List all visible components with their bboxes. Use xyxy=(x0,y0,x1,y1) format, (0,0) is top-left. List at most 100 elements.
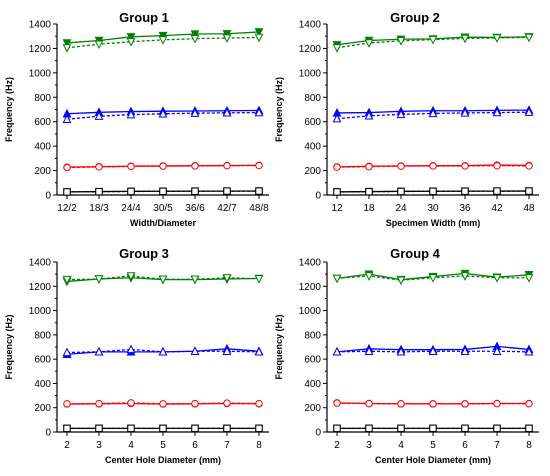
data-point xyxy=(255,399,263,408)
x-tick-label: 3 xyxy=(96,440,102,451)
data-point xyxy=(62,44,72,53)
data-point xyxy=(461,187,469,195)
data-point xyxy=(332,113,342,123)
y-tick-label: 1200 xyxy=(29,282,52,293)
data-point xyxy=(191,424,199,433)
data-point xyxy=(397,400,405,408)
chart-panel-1: Group 1 0 200 400 600 800 1000 1200 1400 12/2 18/3… xyxy=(4,10,269,228)
chart-title: Group 3 xyxy=(119,246,169,261)
data-point xyxy=(158,108,168,118)
data-point xyxy=(492,274,502,283)
data-point xyxy=(94,111,104,120)
chart-panel-2: Group 2 0 200 400 600 800 1000 1200 1400 12 18 24 30… xyxy=(274,10,539,228)
data-point xyxy=(493,187,501,195)
series-8 xyxy=(332,33,534,53)
x-tick-label: 42 xyxy=(491,203,503,214)
data-point xyxy=(461,424,469,433)
y-tick-label: 0 xyxy=(45,191,51,202)
data-point xyxy=(255,187,263,195)
data-point xyxy=(397,424,405,433)
data-point xyxy=(191,399,199,408)
y-tick-label: 200 xyxy=(304,403,321,414)
x-tick-label: 8 xyxy=(526,440,532,451)
y-axis-label: Frequency (Hz) xyxy=(4,77,14,142)
data-point xyxy=(365,188,373,196)
data-point xyxy=(127,399,135,407)
chart-title: Group 2 xyxy=(390,10,440,25)
data-point xyxy=(396,346,406,356)
y-tick-label: 1000 xyxy=(29,68,52,79)
x-tick-label: 30 xyxy=(427,203,439,214)
y-tick-label: 800 xyxy=(34,330,51,341)
data-point xyxy=(63,188,71,196)
data-point xyxy=(62,275,72,285)
data-point xyxy=(396,276,406,286)
data-point xyxy=(397,162,405,170)
data-point xyxy=(190,346,200,355)
x-tick-label: 12/2 xyxy=(57,203,77,214)
data-point xyxy=(158,36,168,45)
data-point xyxy=(429,162,437,170)
data-point xyxy=(127,162,135,171)
data-point xyxy=(525,187,533,195)
data-point xyxy=(365,399,373,408)
data-point xyxy=(492,346,502,355)
data-point xyxy=(222,107,232,117)
data-point xyxy=(524,107,534,116)
data-point xyxy=(223,161,231,170)
x-tick-label: 4 xyxy=(398,440,404,451)
data-point xyxy=(190,34,200,44)
data-point xyxy=(333,424,341,433)
x-tick-label: 18/3 xyxy=(89,203,109,214)
data-point xyxy=(396,37,406,46)
data-point xyxy=(333,399,341,407)
x-tick-label: 24/4 xyxy=(121,203,141,214)
chart-title: Group 1 xyxy=(119,10,169,25)
data-point xyxy=(524,33,534,43)
chart-panel-4: Group 4 0 200 400 600 800 1000 1200 1400 2 3 4 5 6 7 8 C… xyxy=(274,246,539,465)
y-tick-label: 1400 xyxy=(29,258,52,269)
data-point xyxy=(524,274,534,283)
x-tick-label: 6 xyxy=(192,440,198,451)
data-point xyxy=(95,399,103,408)
x-axis-label: Center Hole Diameter (mm) xyxy=(105,455,221,465)
y-tick-label: 1400 xyxy=(299,20,322,31)
data-point xyxy=(158,31,168,41)
data-point xyxy=(94,275,104,284)
data-point xyxy=(223,424,231,433)
y-tick-label: 1000 xyxy=(29,306,52,317)
x-axis-label: Width/Diameter xyxy=(130,218,196,228)
data-point xyxy=(429,424,437,433)
x-tick-label: 36 xyxy=(459,203,471,214)
data-point xyxy=(332,44,342,53)
series-6 xyxy=(332,107,534,123)
y-tick-label: 400 xyxy=(304,379,321,390)
series-4 xyxy=(333,399,533,408)
y-tick-label: 1200 xyxy=(299,282,322,293)
data-point xyxy=(159,187,167,196)
data-point xyxy=(460,346,470,355)
data-point xyxy=(255,161,263,170)
chart-panel-3: Group 3 0 200 400 600 800 1000 1200 1400 2 3 4 5 6 7 8 C… xyxy=(4,246,269,465)
x-tick-label: 48/8 xyxy=(249,203,269,214)
data-point xyxy=(126,344,136,354)
y-tick-label: 200 xyxy=(34,403,51,414)
data-point xyxy=(364,39,374,48)
data-point xyxy=(223,187,231,195)
data-point xyxy=(428,274,438,283)
data-point xyxy=(158,346,168,356)
data-point xyxy=(460,34,470,44)
data-point xyxy=(365,424,373,433)
data-point xyxy=(492,107,502,117)
data-point xyxy=(460,272,470,281)
data-point xyxy=(333,188,341,196)
series-4 xyxy=(333,161,533,171)
data-point xyxy=(126,109,136,119)
data-point xyxy=(492,34,502,43)
series-8 xyxy=(62,272,264,285)
x-tick-label: 30/5 xyxy=(153,203,173,214)
data-point xyxy=(429,400,437,408)
y-tick-label: 800 xyxy=(304,330,321,341)
